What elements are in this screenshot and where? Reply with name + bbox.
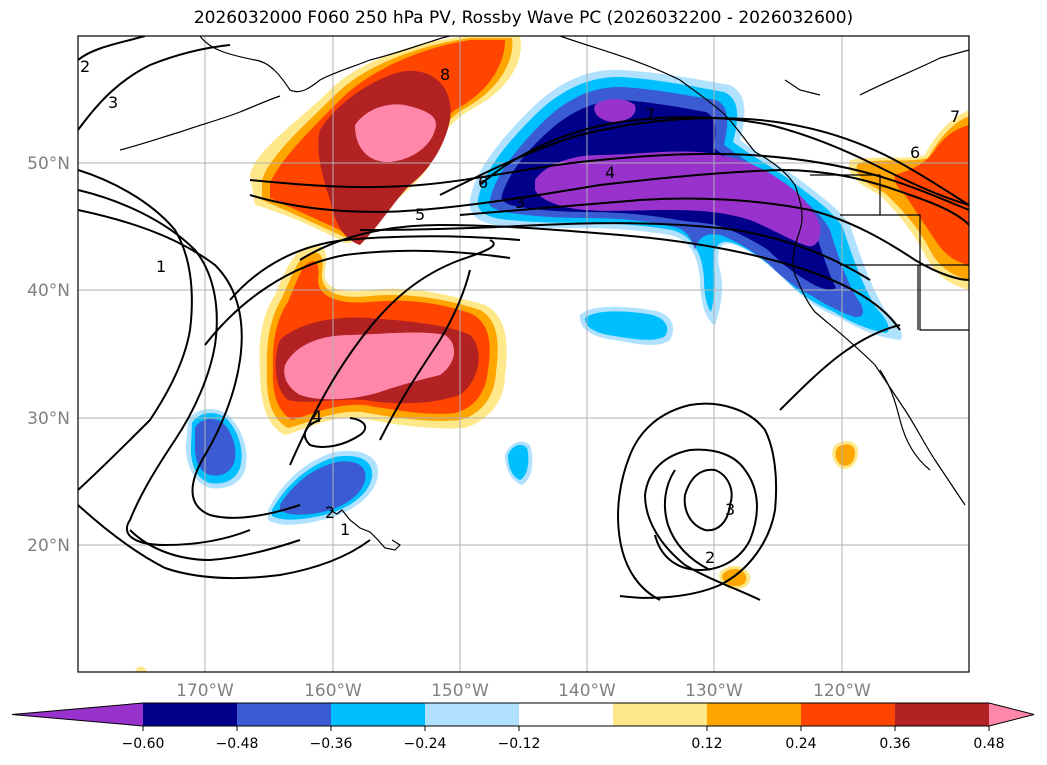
contour-label: 1 [340,520,350,539]
contour-label: 4 [605,163,615,182]
colorbar-tick-label: 0.12 [691,736,722,752]
contour-label: 2 [325,503,335,522]
colorbar-segment [801,703,896,726]
positive-anomaly-south [259,245,507,435]
contour-label: 3 [108,93,118,112]
contour-label: 8 [440,65,450,84]
lon-label-160w: 160°W [304,681,362,701]
lon-label-130w: 130°W [685,681,743,701]
longitude-labels: 170°W 160°W 150°W 140°W 130°W 120°W [176,681,871,701]
latitude-labels: 50°N 40°N 30°N 20°N [27,154,70,556]
contour-label: 5 [415,205,425,224]
map-frame [77,35,970,673]
colorbar-tick-label: −0.24 [404,736,447,752]
colorbar-tick-label: 0.36 [879,736,910,752]
contour-label: 7 [645,105,655,124]
colorbar-segment [895,703,990,726]
contour-label: 7 [950,107,960,126]
colorbar-tick-label: 0.48 [973,736,1004,752]
colorbar-tick-label: −0.36 [310,736,353,752]
lat-label-50n: 50°N [27,154,70,174]
map-title: 2026032000 F060 250 hPa PV, Rossby Wave … [193,8,854,28]
contour-label: 3 [725,500,735,519]
colorbar-segment [331,703,426,726]
contour-label: 6 [458,21,468,40]
contour-label: 3 [515,193,525,212]
colorbar-extend-high [989,703,1034,726]
colorbar-tick-label: −0.60 [122,736,165,752]
colorbar-segment [613,703,708,726]
lat-label-20n: 20°N [27,536,70,556]
colorbar-tick-label: 0.24 [785,736,816,752]
colorbar-tick-label: −0.48 [216,736,259,752]
colorbar-segment [143,703,238,726]
positive-anomaly-east [135,110,969,672]
lon-label-120w: 120°W [813,681,871,701]
colorbar-segment [707,703,802,726]
map-plot-area: 2 3 1 8 7 6 5 4 6 3 4 1 2 3 2 6 7 [78,21,969,672]
colorbar-segment [425,703,520,726]
colorbar-tick-label: −0.12 [498,736,541,752]
colorbar: −0.60 −0.48 −0.36 −0.24 −0.12 0.12 0.24 0.36 0.4… [11,702,1035,752]
colorbar-extend-low [12,703,143,726]
contour-label: 2 [705,548,715,567]
contour-labels: 2 3 1 8 7 6 5 4 6 3 4 1 2 3 2 6 7 [80,21,960,567]
contour-label: 2 [80,57,90,76]
contour-label: 1 [156,257,166,276]
colorbar-segment [519,703,614,726]
negative-anomaly-main [469,69,902,341]
lon-label-140w: 140°W [558,681,616,701]
colorbar-segment [237,703,332,726]
contour-label: 6 [910,143,920,162]
positive-anomaly-north [250,36,521,245]
contour-label: 4 [312,407,322,426]
pv-contours [78,36,969,601]
lon-label-150w: 150°W [431,681,489,701]
contour-label: 6 [478,173,488,192]
coastlines [119,36,969,551]
lat-label-30n: 30°N [27,409,70,429]
lon-label-170w: 170°W [176,681,234,701]
lat-label-40n: 40°N [27,281,70,301]
